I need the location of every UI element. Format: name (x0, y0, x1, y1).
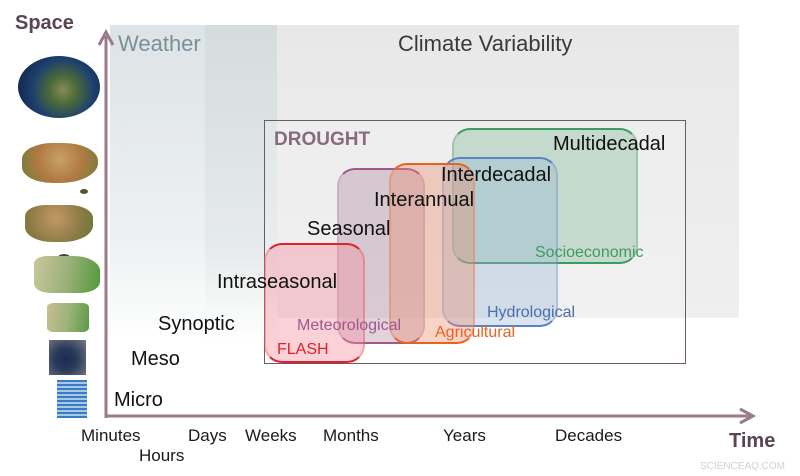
watermark: SCIENCEAQ.COM (700, 461, 786, 472)
tick-years: Years (443, 426, 486, 445)
australia-icon (22, 143, 98, 183)
agricultural-box (389, 163, 475, 344)
flash-box (264, 243, 365, 363)
tasmania-icon (80, 189, 88, 194)
x-axis-title: Time (729, 430, 776, 452)
tick-hours: Hours (139, 446, 185, 465)
tick-weeks: Weeks (245, 426, 297, 445)
tick-days: Days (188, 426, 227, 445)
drought-title: DROUGHT (274, 129, 371, 150)
drought-frame (264, 120, 686, 364)
climate-variability-label: Climate Variability (398, 31, 573, 56)
tick-months: Months (323, 426, 379, 445)
hydrological-label: Hydrological (487, 304, 576, 321)
flash-label: FLASH (277, 341, 329, 358)
socioeconomic-box (452, 128, 638, 264)
weather-band-extension (205, 25, 277, 340)
scale-intraseasonal: Intraseasonal (217, 271, 338, 293)
globe-icon (18, 56, 100, 118)
hydrological-box (442, 157, 558, 327)
scale-interannual: Interannual (374, 189, 475, 211)
socioeconomic-label: Socioeconomic (535, 244, 644, 261)
building-icon (57, 380, 87, 418)
scale-interdecadal: Interdecadal (441, 164, 552, 186)
city-satellite-icon (49, 340, 86, 375)
scale-multidecadal: Multidecadal (553, 133, 666, 155)
scale-seasonal: Seasonal (307, 218, 391, 240)
scale-meso: Meso (131, 348, 180, 370)
scale-synoptic: Synoptic (158, 313, 235, 335)
tick-minutes: Minutes (81, 426, 141, 445)
y-axis-title: Space (15, 12, 74, 34)
agricultural-label: Agricultural (435, 324, 516, 341)
region-icon (47, 303, 89, 332)
meteorological-label: Meteorological (297, 317, 402, 334)
tick-decades: Decades (555, 426, 623, 445)
australia-mainland-icon (25, 205, 93, 242)
weather-band (110, 25, 205, 340)
state-region-icon (34, 256, 100, 293)
weather-label: Weather (118, 31, 201, 56)
scale-micro: Micro (114, 389, 163, 411)
